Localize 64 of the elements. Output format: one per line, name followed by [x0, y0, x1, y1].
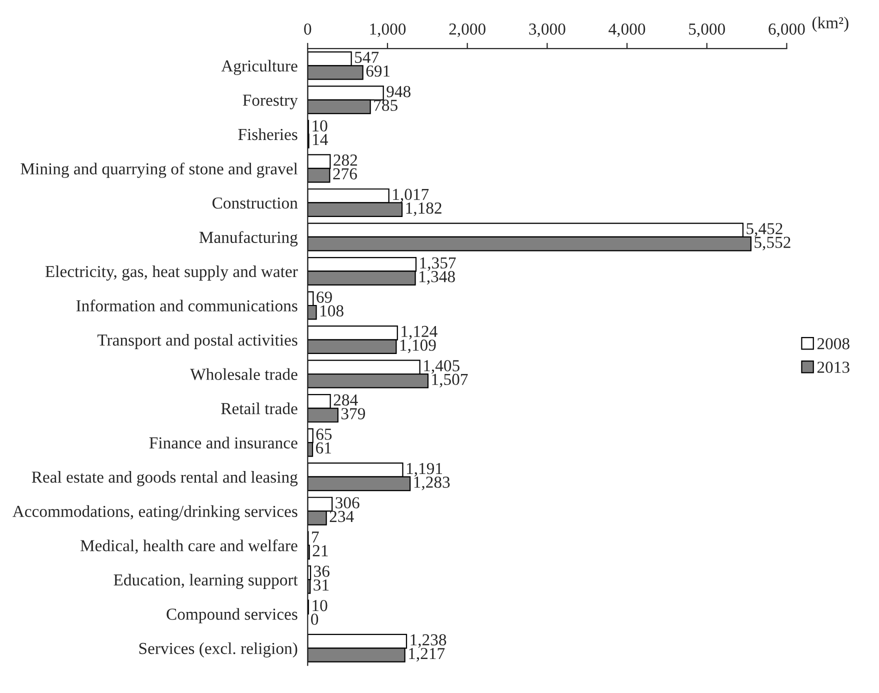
data-label: 306	[336, 497, 360, 508]
y-tick-label: Real estate and goods rental and leasing	[32, 471, 298, 486]
x-tick-label: 4,000	[608, 23, 646, 38]
data-label: 5,452	[746, 223, 782, 237]
y-tick-label: Compound services	[166, 608, 298, 624]
legend-label: 2013	[817, 362, 850, 373]
data-label: 276	[333, 168, 357, 180]
data-label: 1,109	[400, 340, 436, 354]
x-tick-label: 0	[304, 23, 312, 35]
data-label: 1,357	[420, 257, 456, 271]
y-tick-label: Mining and quarrying of stone and gravel	[20, 162, 298, 178]
y-tick-label: Services (excl. religion)	[139, 642, 298, 658]
y-tick-label: Finance and insurance	[149, 436, 298, 449]
data-label: 1,283	[414, 476, 450, 490]
data-label: 948	[386, 86, 410, 98]
data-label: 234	[330, 510, 354, 522]
x-tick-label: 3,000	[529, 23, 566, 38]
y-tick-label: Information and communications	[76, 300, 298, 312]
data-label: 1,238	[410, 634, 446, 648]
y-tick-label: Accommodations, eating/drinking services	[12, 505, 298, 520]
data-label: 69	[316, 292, 332, 303]
x-axis-title: (km²)	[812, 16, 848, 32]
data-label: 1,348	[420, 271, 455, 285]
y-tick-label: Forestry	[242, 94, 298, 110]
data-label: 547	[355, 52, 379, 63]
data-label: 1,507	[432, 374, 468, 388]
data-label: 1,182	[406, 202, 442, 216]
data-label: 1,405	[424, 360, 460, 374]
x-tick-label: 6,000	[768, 23, 805, 38]
data-label: 1,217	[409, 648, 445, 662]
data-label: 65	[316, 428, 332, 440]
y-tick-label: Retail trade	[221, 402, 298, 414]
data-label: 21	[312, 545, 328, 556]
data-label: 691	[366, 65, 390, 77]
y-tick-label: Education, learning support	[114, 574, 298, 589]
data-label: 785	[374, 100, 398, 111]
data-label: 61	[316, 442, 331, 454]
x-tick-label: 1,000	[370, 23, 406, 38]
data-label: 36	[314, 566, 330, 577]
data-label: 7	[312, 532, 319, 543]
data-label: 5,552	[754, 236, 790, 250]
data-label: 108	[320, 305, 344, 317]
y-tick-label: Manufacturing	[199, 231, 298, 246]
x-tick-label: 5,000	[689, 23, 725, 38]
data-label: 0	[311, 614, 318, 625]
y-tick-label: Transport and postal activities	[97, 334, 298, 350]
data-label: 14	[313, 134, 328, 146]
data-label: 31	[314, 579, 329, 591]
y-tick-label: Wholesale trade	[190, 368, 298, 380]
x-tick-label: 2,000	[449, 23, 486, 38]
legend-label: 2008	[817, 338, 850, 350]
data-label: 282	[334, 154, 358, 166]
data-label: 1,017	[393, 188, 429, 202]
data-label: 379	[341, 408, 366, 420]
y-tick-label: Construction	[212, 197, 298, 209]
data-label: 10	[312, 600, 328, 612]
data-label: 10	[312, 120, 328, 132]
y-tick-label: Electricity, gas, heat supply and water	[45, 265, 298, 281]
data-label: 1,124	[402, 326, 438, 340]
y-tick-label: Medical, health care and welfare	[80, 539, 298, 554]
data-label: 1,191	[406, 462, 442, 477]
y-tick-label: Agriculture	[221, 60, 298, 76]
y-tick-label: Fisheries	[238, 128, 298, 140]
data-label: 284	[334, 394, 358, 406]
